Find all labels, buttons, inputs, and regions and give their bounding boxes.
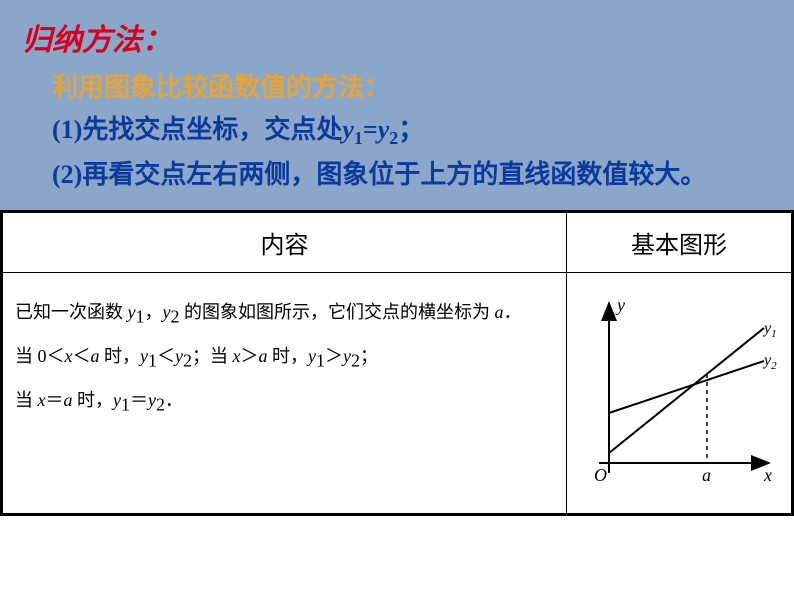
origin-label: O — [594, 465, 607, 485]
txt: ； — [360, 346, 378, 366]
txt: ＜ — [73, 346, 91, 366]
reference-table-wrapper: 内容 基本图形 已知一次函数 y1，y2 的图象如图所示，它们交点的横坐标为 a… — [0, 210, 794, 516]
line-y2 — [609, 361, 764, 413]
table-data-row: 已知一次函数 y1，y2 的图象如图所示，它们交点的横坐标为 a． 当 0＜x＜… — [3, 272, 792, 513]
function-graph: y x O a y1 y2 — [579, 293, 779, 493]
txt: ；当 — [192, 346, 233, 366]
txt: 时， — [268, 346, 309, 366]
table-header-row: 内容 基本图形 — [3, 212, 792, 272]
eq-sign: = — [363, 115, 378, 144]
a-label: a — [702, 465, 711, 485]
y1-sub: 1 — [354, 128, 363, 148]
txt: 当 — [15, 390, 38, 410]
var: y — [148, 390, 156, 410]
content-line-1: 已知一次函数 y1，y2 的图象如图所示，它们交点的横坐标为 a． — [15, 293, 554, 337]
txt: ＜ — [157, 346, 175, 366]
var: a — [259, 346, 268, 366]
txt: ． — [504, 302, 522, 322]
sub: 2 — [351, 351, 360, 371]
method-subtitle: 利用图象比较函数值的方法： — [0, 67, 794, 112]
var: x — [233, 346, 241, 366]
y2-var: y — [378, 115, 390, 144]
txt: 时， — [100, 346, 141, 366]
txt: ＞ — [325, 346, 343, 366]
var: x — [65, 346, 73, 366]
var: a — [64, 390, 73, 410]
txt: ＝ — [130, 390, 148, 410]
header-graph: 基本图形 — [567, 212, 792, 272]
y1-var: y — [342, 115, 354, 144]
txt: ＞ — [241, 346, 259, 366]
var: y — [140, 346, 148, 366]
var: y — [308, 346, 316, 366]
y2-sub: 2 — [389, 128, 398, 148]
content-line-2: 当 0＜x＜a 时，y1＜y2；当 x＞a 时，y1＞y2； — [15, 337, 554, 381]
var: y — [175, 346, 183, 366]
var: y — [163, 302, 171, 322]
graph-cell: y x O a y1 y2 — [567, 272, 792, 513]
x-axis-label: x — [763, 465, 772, 485]
method-step-2: (2)再看交点左右两侧，图象位于上方的直线函数值较大。 — [0, 157, 794, 199]
sub: 1 — [316, 351, 325, 371]
var: x — [38, 390, 46, 410]
line-y1 — [609, 328, 764, 453]
txt: ． — [165, 390, 183, 410]
step1-suffix: ； — [398, 115, 424, 144]
method-step-1: (1)先找交点坐标，交点处y1=y2； — [0, 112, 794, 157]
txt: ， — [145, 302, 163, 322]
content-line-3: 当 x＝a 时，y1＝y2． — [15, 381, 554, 425]
var: y — [343, 346, 351, 366]
content-cell: 已知一次函数 y1，y2 的图象如图所示，它们交点的横坐标为 a． 当 0＜x＜… — [3, 272, 567, 513]
var: y — [113, 390, 121, 410]
var: a — [495, 302, 504, 322]
sub: 1 — [121, 395, 130, 415]
y2-line-label: y2 — [762, 352, 777, 372]
txt: ＝ — [46, 390, 64, 410]
txt: 当 0＜ — [15, 346, 65, 366]
y-axis-label: y — [615, 295, 625, 315]
txt: 时， — [73, 390, 114, 410]
reference-table: 内容 基本图形 已知一次函数 y1，y2 的图象如图所示，它们交点的横坐标为 a… — [2, 212, 792, 514]
txt: 已知一次函数 — [15, 302, 128, 322]
sub: 1 — [136, 306, 145, 326]
y1-line-label: y1 — [762, 320, 777, 340]
sub: 1 — [148, 351, 157, 371]
main-title: 归纳方法： — [0, 0, 794, 67]
sub: 2 — [171, 306, 180, 326]
summary-section: 归纳方法： 利用图象比较函数值的方法： (1)先找交点坐标，交点处y1=y2； … — [0, 0, 794, 210]
step1-prefix: (1)先找交点坐标，交点处 — [52, 115, 342, 144]
sub: 2 — [156, 395, 165, 415]
header-content: 内容 — [3, 212, 567, 272]
sub: 2 — [183, 351, 192, 371]
var: y — [128, 302, 136, 322]
var: a — [91, 346, 100, 366]
txt: 的图象如图所示，它们交点的横坐标为 — [180, 302, 495, 322]
